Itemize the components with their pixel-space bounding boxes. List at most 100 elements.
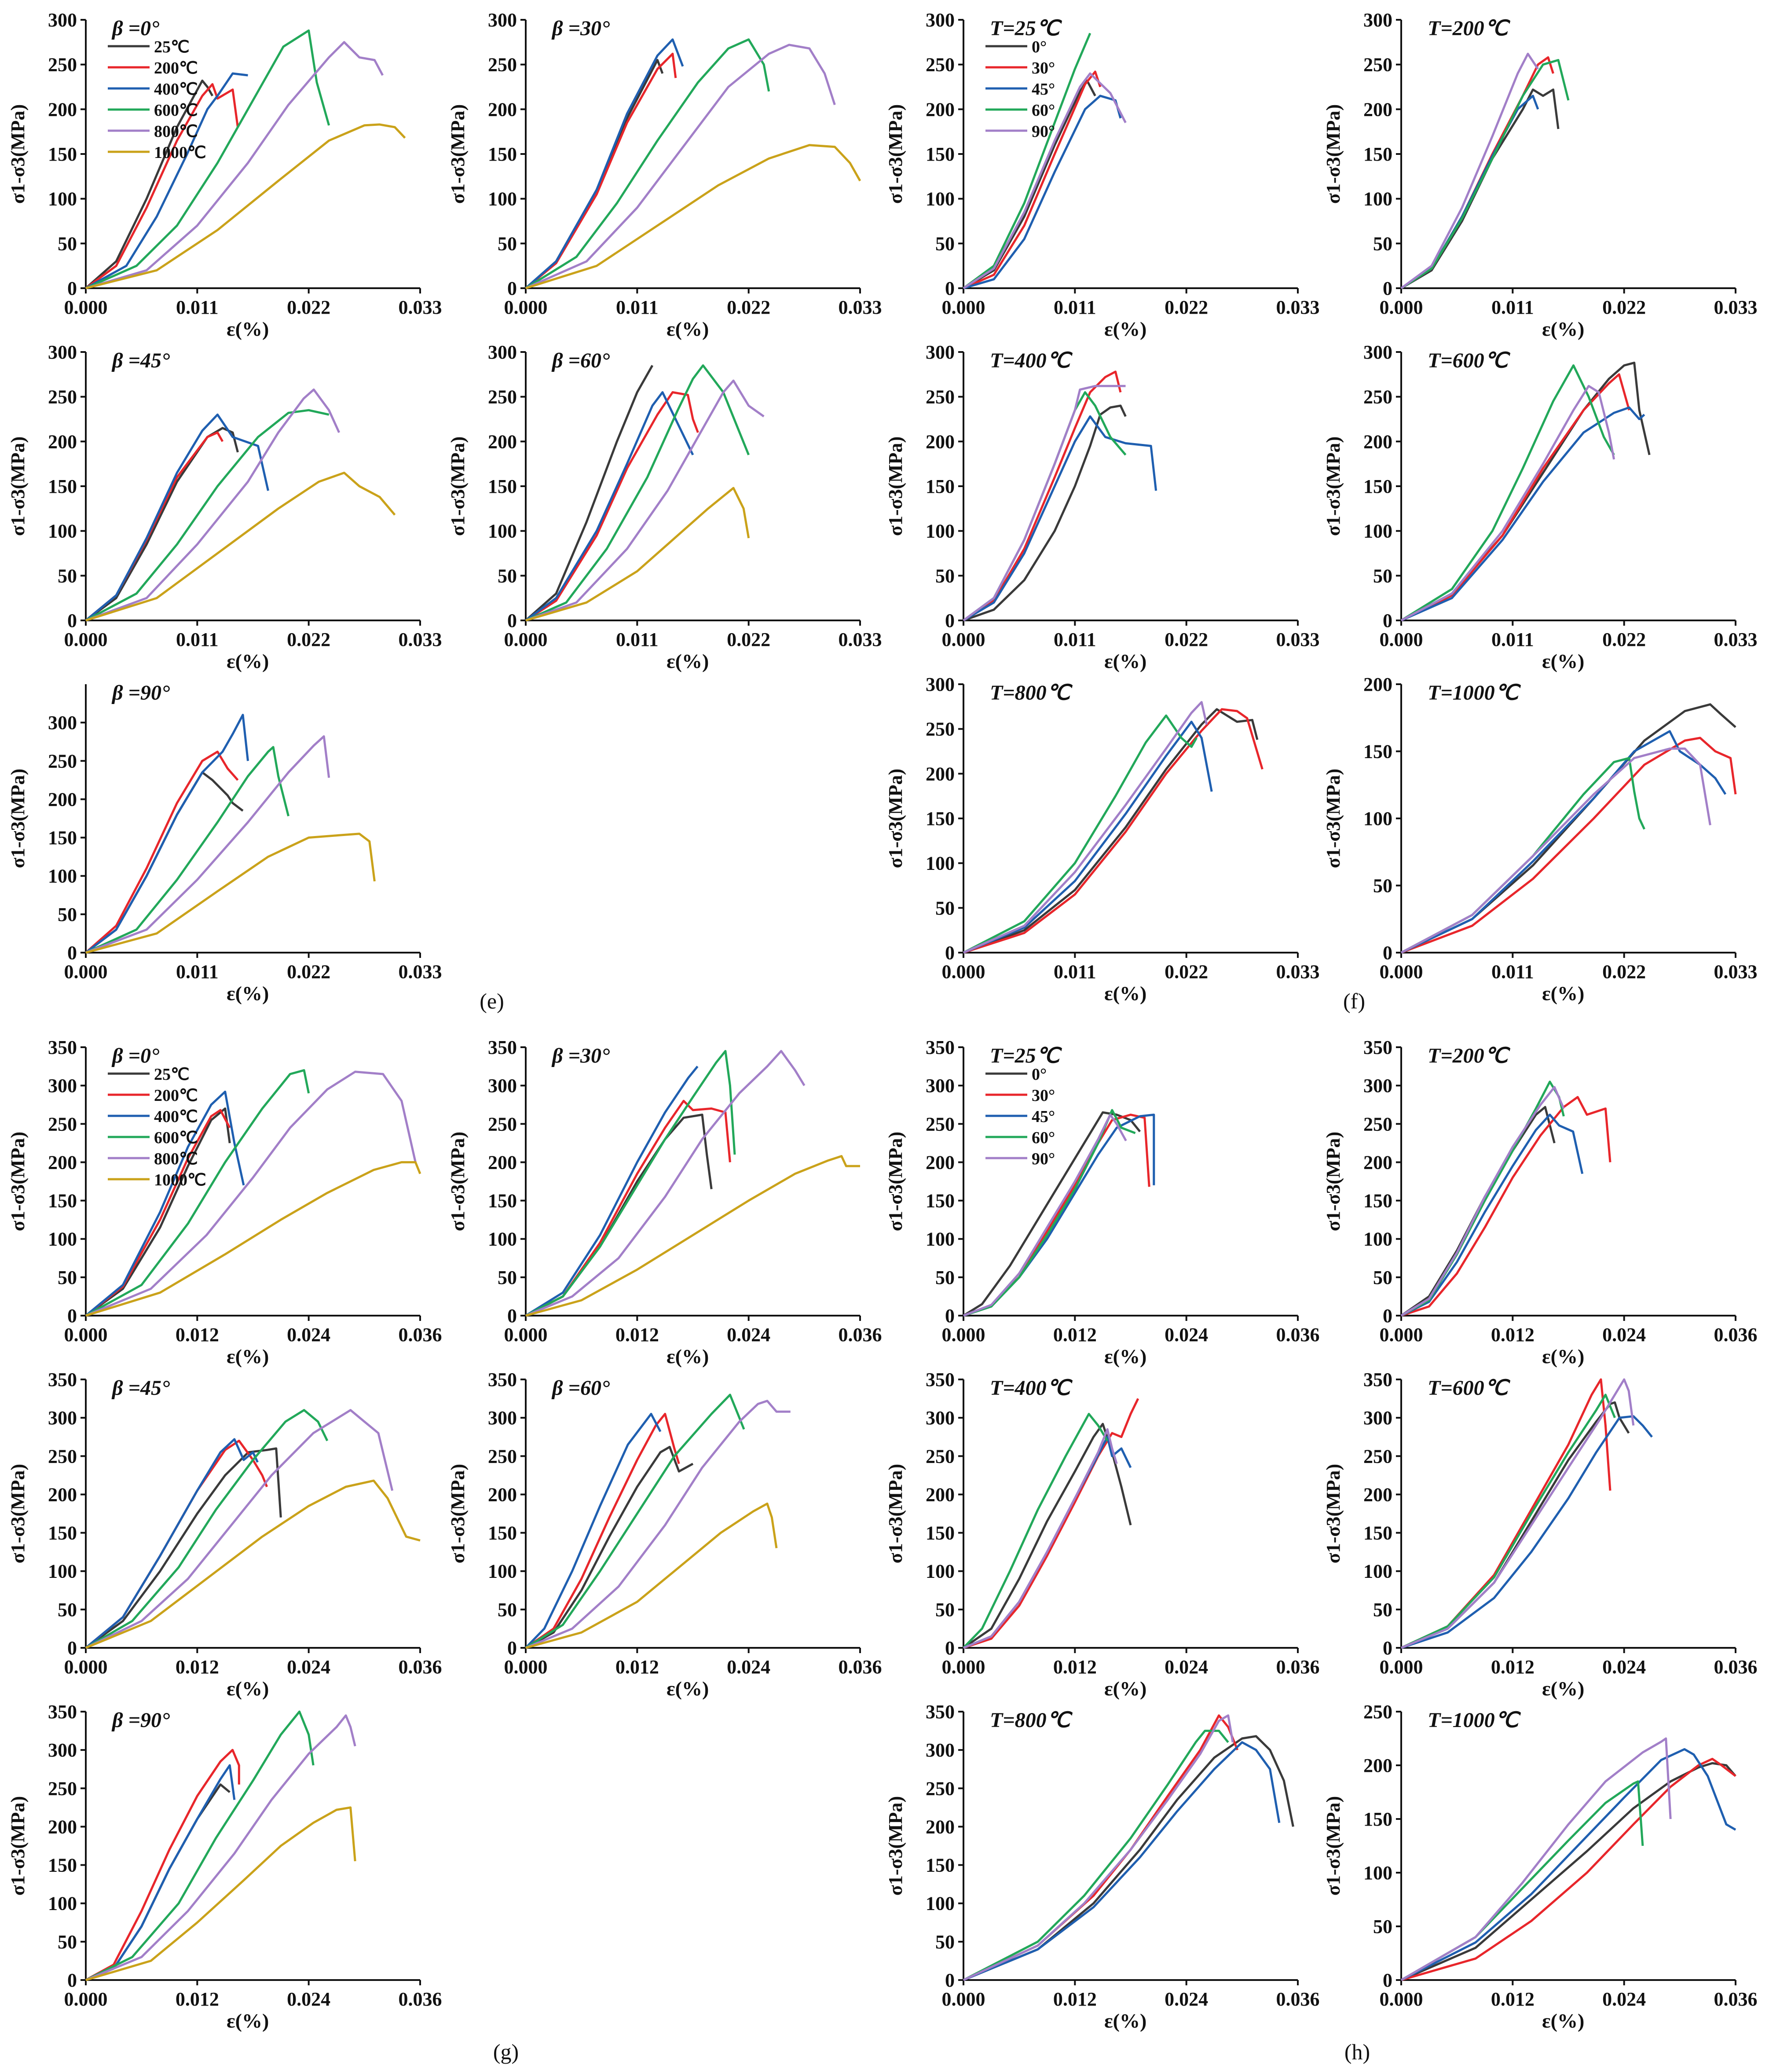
y-tick-label: 100 [488, 521, 517, 542]
y-tick-label: 0 [67, 278, 77, 299]
y-tick-label: 100 [488, 1229, 517, 1250]
series-line-45° [1400, 1113, 1584, 1317]
chart-title: T=600℃ [1428, 349, 1511, 372]
chart-h-t600: 0.000 0.012 0.024 0.036 0 50 100 150 200 250 300 35… [1322, 1369, 1758, 1700]
series-line-30° [1401, 737, 1737, 954]
x-tick-label: 0.024 [1602, 1988, 1646, 2010]
y-tick-label: 0 [67, 610, 77, 631]
x-tick-label: 0.011 [1491, 629, 1534, 650]
y-axis-title: σ1-σ3(MPa) [1322, 104, 1344, 204]
y-tick-label: 0 [1383, 278, 1392, 299]
x-tick-label: 0.024 [1602, 1656, 1646, 1678]
y-tick-label: 0 [1383, 1637, 1392, 1659]
x-tick-label: 0.012 [615, 1324, 659, 1346]
chart-title: T=200℃ [1428, 1044, 1511, 1067]
x-tick-label: 0.000 [942, 961, 985, 983]
y-axis-title: σ1-σ3(MPa) [885, 1464, 906, 1563]
series-line-90° [963, 385, 1126, 622]
series-line-400℃ [525, 1412, 662, 1649]
legend-label: 0° [1032, 38, 1047, 56]
series-line-0° [963, 404, 1127, 622]
y-tick-label: 100 [488, 1561, 517, 1582]
series-line-600℃ [85, 746, 290, 954]
y-axis-title: σ1-σ3(MPa) [885, 104, 906, 204]
y-tick-label: 50 [935, 1599, 955, 1621]
y-axis-title: σ1-σ3(MPa) [1322, 436, 1344, 536]
x-tick-label: 0.024 [287, 1988, 330, 2010]
x-tick-label: 0.022 [1602, 961, 1646, 983]
y-tick-label: 100 [48, 188, 77, 210]
x-tick-label: 0.000 [942, 629, 985, 650]
y-tick-label: 150 [926, 808, 955, 829]
y-tick-label: 150 [48, 1522, 77, 1544]
y-tick-label: 0 [945, 1305, 955, 1327]
y-tick-label: 300 [926, 1739, 955, 1761]
x-tick-label: 0.000 [1380, 1988, 1423, 2010]
y-tick-label: 250 [488, 386, 517, 408]
chart-f-t200: 0.000 0.011 0.022 0.033 0 50 100 150 200 250 300 ε(… [1322, 9, 1758, 340]
series-line-0° [963, 708, 1259, 954]
legend-label: 45° [1032, 1108, 1055, 1126]
charts-group: 0.000 0.011 0.022 0.033 0 50 100 150 200 250 300 ε(… [7, 9, 1758, 2032]
y-tick-label: 0 [945, 610, 955, 631]
y-tick-label: 150 [48, 827, 77, 849]
y-tick-label: 350 [926, 1037, 955, 1058]
x-tick-label: 0.022 [727, 629, 770, 650]
x-tick-label: 0.033 [1714, 961, 1758, 983]
y-tick-label: 350 [1363, 1037, 1392, 1058]
x-axis-title: ε(%) [1542, 650, 1584, 672]
y-axis-title: σ1-σ3(MPa) [447, 1132, 469, 1231]
y-tick-label: 150 [48, 1190, 77, 1212]
x-axis-title: ε(%) [227, 2010, 269, 2032]
y-axis-title: σ1-σ3(MPa) [1322, 769, 1344, 868]
y-tick-label: 50 [935, 897, 955, 919]
y-tick-label: 200 [926, 99, 955, 120]
x-tick-label: 0.024 [287, 1324, 330, 1346]
x-tick-label: 0.036 [1276, 1324, 1320, 1346]
y-tick-label: 250 [48, 1778, 77, 1799]
series-line-800℃ [525, 44, 836, 290]
series-line-800℃ [85, 1409, 394, 1649]
series-line-30° [963, 1113, 1150, 1317]
y-tick-label: 50 [58, 1267, 77, 1288]
y-tick-label: 0 [945, 1637, 955, 1659]
series-line-45° [1400, 406, 1645, 622]
series-line-90° [963, 1428, 1118, 1649]
y-tick-label: 50 [935, 1931, 955, 1953]
x-tick-label: 0.036 [839, 1656, 882, 1678]
series-line-1000℃ [525, 1502, 778, 1649]
series-line-30° [963, 1398, 1139, 1649]
series-line-90° [963, 701, 1208, 954]
series-line-60° [1400, 59, 1570, 290]
x-tick-label: 0.012 [176, 1656, 219, 1678]
y-tick-label: 0 [67, 1969, 77, 1991]
x-tick-label: 0.011 [176, 961, 219, 983]
x-tick-label: 0.033 [399, 961, 442, 983]
chart-title: β =60° [551, 1376, 610, 1400]
x-tick-label: 0.011 [1054, 961, 1096, 983]
y-tick-label: 300 [488, 9, 517, 31]
y-tick-label: 300 [1363, 1407, 1392, 1429]
y-tick-label: 250 [926, 719, 955, 740]
series-line-90° [1401, 1378, 1635, 1649]
x-tick-label: 0.000 [942, 1324, 985, 1346]
y-tick-label: 300 [48, 1075, 77, 1097]
series-line-200℃ [525, 391, 699, 622]
x-tick-label: 0.011 [176, 297, 219, 318]
x-tick-label: 0.000 [504, 1324, 548, 1346]
series-line-600℃ [85, 1710, 315, 1981]
y-tick-label: 350 [926, 1701, 955, 1723]
series-line-60° [963, 1412, 1109, 1649]
y-axis-title: σ1-σ3(MPa) [1322, 1796, 1344, 1896]
series-line-800℃ [525, 379, 765, 622]
x-tick-label: 0.011 [616, 629, 659, 650]
y-tick-label: 250 [488, 54, 517, 76]
x-axis-title: ε(%) [1542, 982, 1584, 1005]
y-tick-label: 100 [926, 1561, 955, 1582]
y-tick-label: 300 [1363, 1075, 1392, 1097]
x-tick-label: 0.012 [1491, 1988, 1535, 2010]
y-tick-label: 300 [926, 1407, 955, 1429]
series-line-25℃ [85, 771, 244, 953]
chart-title: β =45° [111, 349, 170, 372]
series-line-0° [1400, 88, 1560, 290]
